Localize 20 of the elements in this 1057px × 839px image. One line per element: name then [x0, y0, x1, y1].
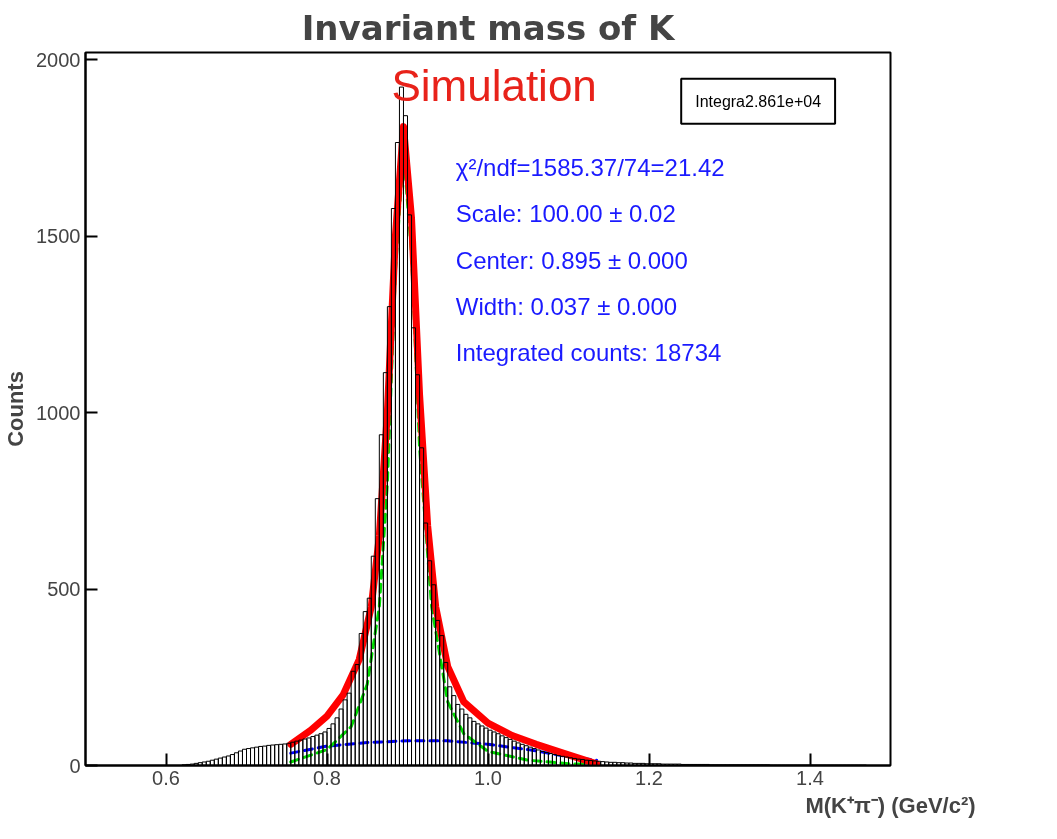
annotation: Center: 0.895 ± 0.000: [455, 246, 688, 274]
x-axis-title: M(K⁺π⁻) (GeV/c²): [805, 792, 976, 818]
x-tick-label: 0.6: [152, 766, 180, 789]
annotation: Scale: 100.00 ± 0.02: [455, 200, 676, 228]
y-tick-label: 1000: [36, 401, 81, 424]
annotation: Width: 0.037 ± 0.000: [455, 292, 678, 320]
annotation: Simulation: [391, 60, 597, 110]
y-tick-label: 0: [69, 754, 81, 777]
annotation: Integrated counts: 18734: [455, 339, 722, 367]
y-axis-title: Counts: [3, 371, 29, 447]
annotation: χ²/ndf=1585.37/74=21.42: [455, 153, 725, 181]
annotation: Integra2.861e+04: [695, 92, 822, 110]
y-tick-label: 2000: [36, 48, 81, 71]
y-tick-label: 500: [47, 578, 81, 601]
y-tick-label: 1500: [36, 225, 81, 248]
x-tick-label: 1.2: [635, 766, 663, 789]
x-tick-label: 0.8: [313, 766, 341, 789]
x-tick-label: 1.4: [796, 766, 824, 789]
x-tick-label: 1.0: [474, 766, 502, 789]
chart-title: Invariant mass of K: [301, 7, 676, 48]
